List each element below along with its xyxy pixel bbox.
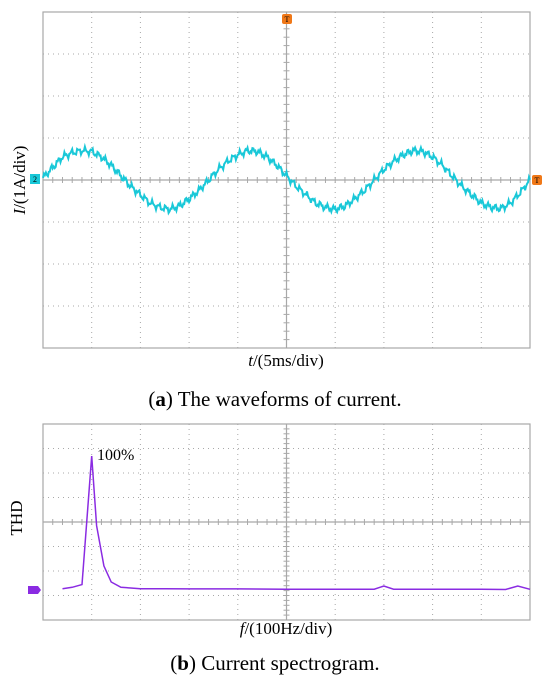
channel-2-marker: 2 xyxy=(30,174,40,184)
waveform-x-axis-label: t/(5ms/div) xyxy=(248,351,324,370)
caption-a: (a) The waveforms of current. xyxy=(148,387,402,411)
spectrum-peak-label: 100% xyxy=(97,447,134,464)
trigger-marker-top: T xyxy=(282,14,292,24)
waveform-y-axis-label: I/(1A/div) xyxy=(10,146,29,216)
current-waveform-line xyxy=(42,142,531,216)
trigger-marker-right: T xyxy=(532,175,542,185)
spectrum-x-axis-label: f/(100Hz/div) xyxy=(240,619,333,638)
spectrum-grid xyxy=(42,423,531,621)
svg-text:2: 2 xyxy=(33,175,37,184)
spectrum-line xyxy=(62,455,531,591)
spectrum-y-axis-label: THD xyxy=(7,501,26,536)
svg-text:T: T xyxy=(535,176,540,185)
waveform-grid xyxy=(42,11,531,349)
spectrum-reference-marker xyxy=(28,586,41,594)
caption-b: (b) Current spectrogram. xyxy=(170,651,380,675)
svg-text:T: T xyxy=(285,15,290,24)
